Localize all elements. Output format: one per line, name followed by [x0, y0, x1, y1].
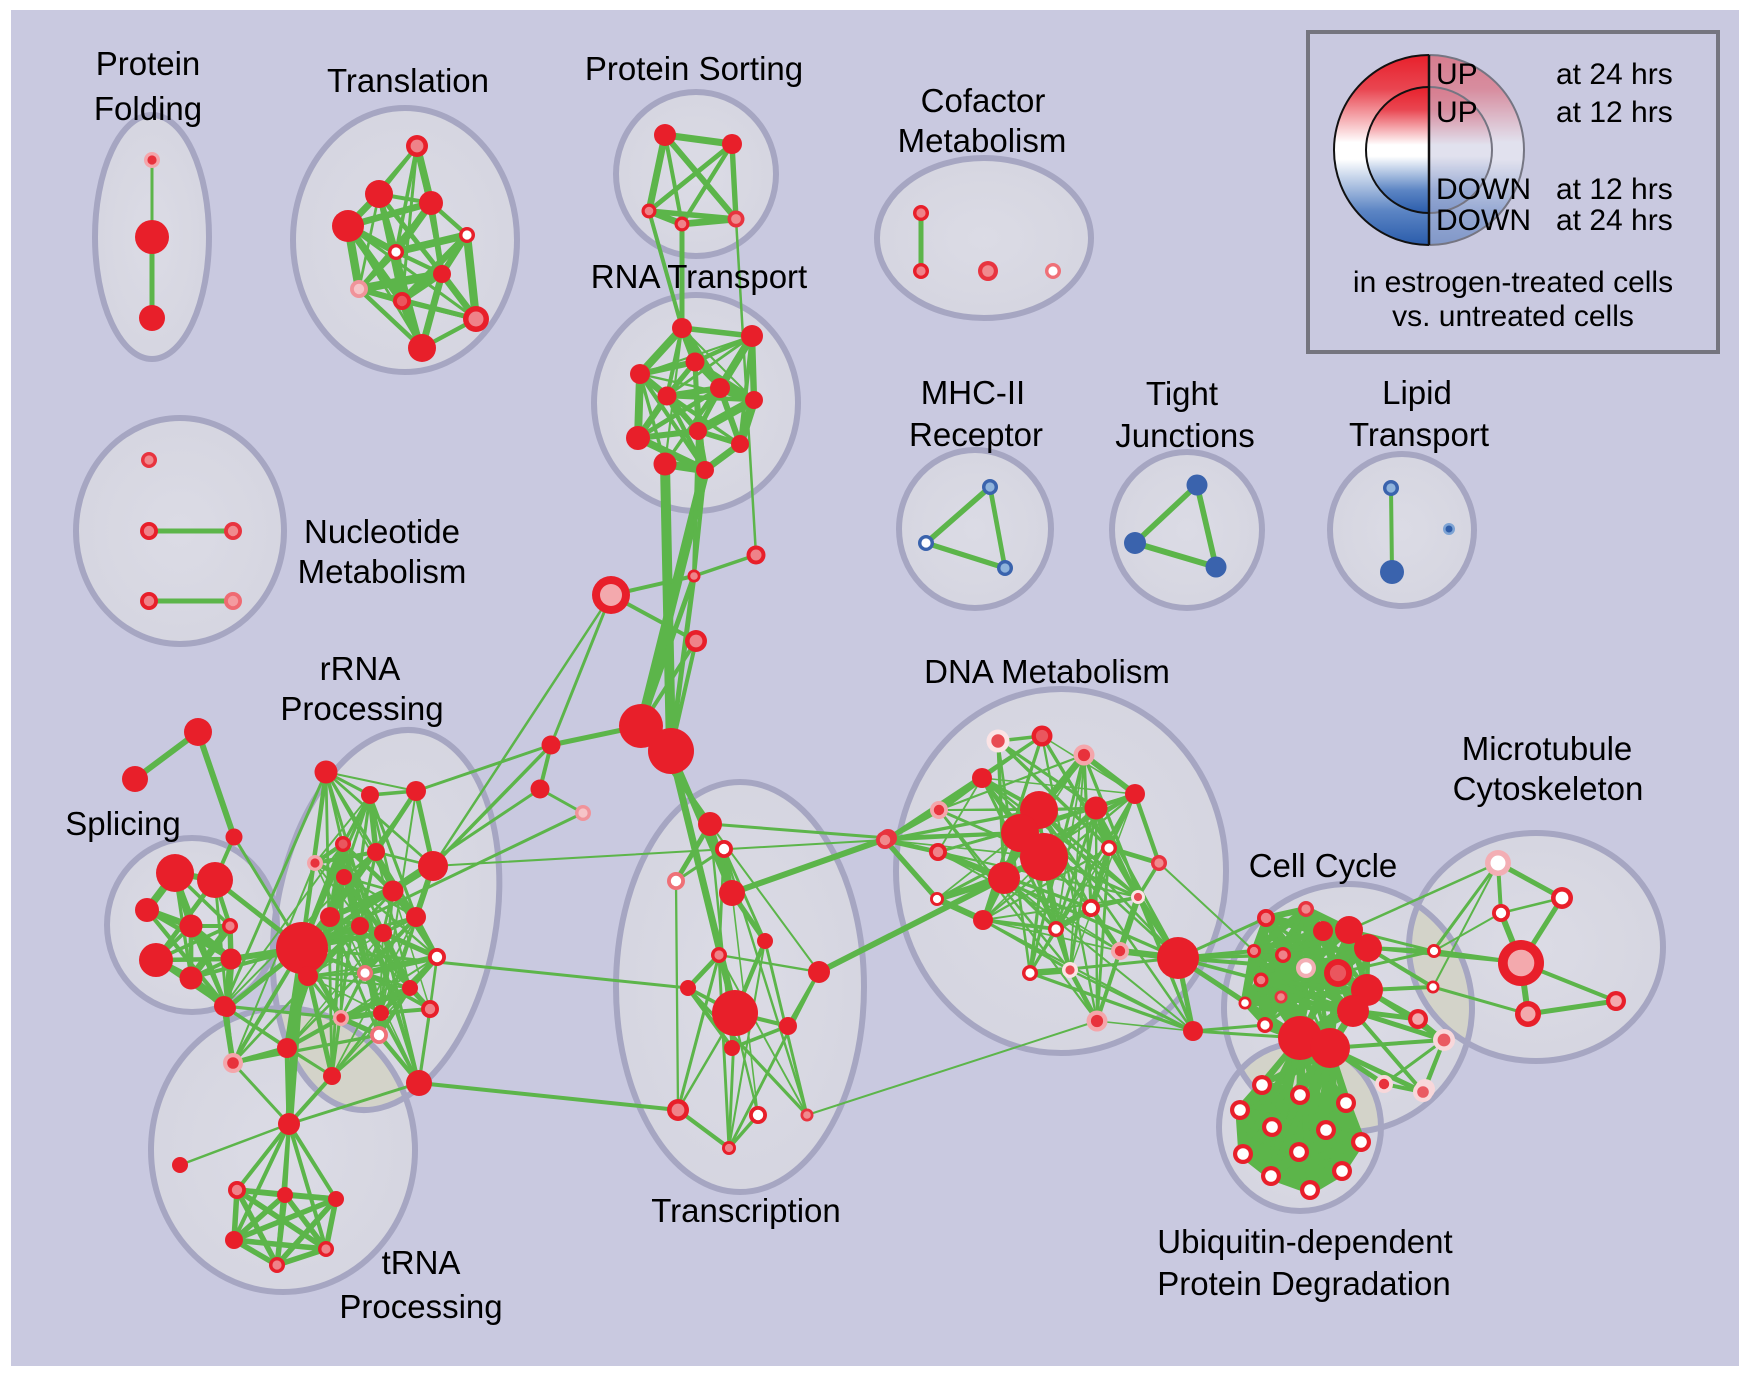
- svg-text:MHC-II: MHC-II: [921, 374, 1025, 411]
- svg-text:Transcription: Transcription: [651, 1192, 841, 1229]
- svg-text:Ubiquitin-dependent: Ubiquitin-dependent: [1157, 1223, 1452, 1260]
- svg-text:Metabolism: Metabolism: [298, 553, 467, 590]
- svg-text:Processing: Processing: [339, 1288, 502, 1325]
- svg-text:Junctions: Junctions: [1115, 417, 1254, 454]
- svg-text:Metabolism: Metabolism: [898, 122, 1067, 159]
- svg-text:Nucleotide: Nucleotide: [304, 513, 460, 550]
- svg-text:at 12 hrs: at 12 hrs: [1556, 96, 1673, 129]
- svg-text:Receptor: Receptor: [909, 416, 1043, 453]
- svg-text:Translation: Translation: [327, 62, 489, 99]
- svg-text:Microtubule: Microtubule: [1462, 730, 1633, 767]
- svg-text:UP: UP: [1436, 58, 1478, 91]
- svg-text:Lipid: Lipid: [1382, 374, 1452, 411]
- svg-text:Protein Degradation: Protein Degradation: [1157, 1265, 1451, 1302]
- svg-text:at 24 hrs: at 24 hrs: [1556, 58, 1673, 91]
- svg-text:RNA Transport: RNA Transport: [591, 258, 807, 295]
- svg-text:Folding: Folding: [94, 90, 202, 127]
- svg-text:DOWN: DOWN: [1436, 204, 1531, 237]
- svg-text:Cell Cycle: Cell Cycle: [1249, 847, 1398, 884]
- svg-text:DNA Metabolism: DNA Metabolism: [924, 653, 1170, 690]
- svg-text:vs. untreated cells: vs. untreated cells: [1392, 300, 1634, 333]
- svg-text:Protein Sorting: Protein Sorting: [585, 50, 803, 87]
- svg-text:UP: UP: [1436, 96, 1478, 129]
- svg-text:Transport: Transport: [1349, 416, 1489, 453]
- svg-text:Splicing: Splicing: [65, 805, 181, 842]
- svg-text:Protein: Protein: [96, 45, 201, 82]
- svg-text:Cytoskeleton: Cytoskeleton: [1453, 770, 1644, 807]
- svg-text:tRNA: tRNA: [382, 1244, 461, 1281]
- svg-text:rRNA: rRNA: [320, 650, 401, 687]
- svg-text:in estrogen-treated cells: in estrogen-treated cells: [1353, 266, 1673, 299]
- svg-text:DOWN: DOWN: [1436, 173, 1531, 206]
- svg-text:Cofactor: Cofactor: [921, 82, 1046, 119]
- svg-text:Tight: Tight: [1146, 375, 1218, 412]
- svg-text:at 12 hrs: at 12 hrs: [1556, 173, 1673, 206]
- svg-text:Processing: Processing: [280, 690, 443, 727]
- svg-text:at 24 hrs: at 24 hrs: [1556, 204, 1673, 237]
